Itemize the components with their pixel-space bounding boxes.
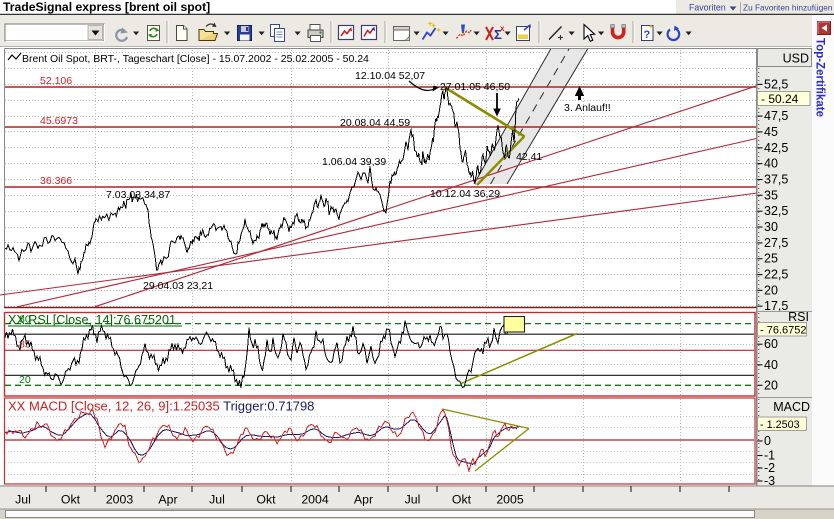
svg-text:-2: -2 xyxy=(764,461,775,475)
svg-text:52.106: 52.106 xyxy=(40,75,72,87)
svg-text:17,5: 17,5 xyxy=(764,299,788,313)
svg-text:30: 30 xyxy=(764,220,778,234)
svg-text:XX MACD [Close, 12, 26, 9]:1.2: XX MACD [Close, 12, 26, 9]:1.25035 Trigg… xyxy=(8,399,314,414)
svg-text:Zu Favoriten hinzufügen: Zu Favoriten hinzufügen xyxy=(743,3,833,13)
svg-text:Okt: Okt xyxy=(256,493,276,507)
svg-text:27.01.05 46,50: 27.01.05 46,50 xyxy=(440,81,510,93)
svg-text:- 50.24: - 50.24 xyxy=(761,92,799,106)
svg-text:12.10.04 52,07: 12.10.04 52,07 xyxy=(355,70,425,82)
svg-text:36.366: 36.366 xyxy=(40,175,72,187)
svg-text:MACD: MACD xyxy=(773,400,810,414)
svg-text:37,5: 37,5 xyxy=(764,173,788,187)
svg-text:40: 40 xyxy=(764,157,778,171)
svg-text:3. Anlauf!!: 3. Anlauf!! xyxy=(564,102,611,114)
svg-text:45.6973: 45.6973 xyxy=(40,115,78,127)
svg-text:60: 60 xyxy=(764,337,778,351)
svg-text:XX RSI [Close, 14]:76.675201: XX RSI [Close, 14]:76.675201 xyxy=(8,313,176,327)
svg-text:Brent Oil Spot, BRT-, Tagescha: Brent Oil Spot, BRT-, Tageschart [Close]… xyxy=(22,53,369,65)
svg-text:Jul: Jul xyxy=(405,493,421,507)
svg-text:Jul: Jul xyxy=(209,493,225,507)
svg-text:40: 40 xyxy=(764,358,778,372)
svg-text:45: 45 xyxy=(764,125,778,139)
svg-text:32,5: 32,5 xyxy=(764,204,788,218)
svg-text:20: 20 xyxy=(764,283,778,297)
svg-text:20.08.04 44,59: 20.08.04 44,59 xyxy=(340,117,410,129)
svg-text:7.03.03 34,87: 7.03.03 34,87 xyxy=(106,189,170,201)
svg-text:Favoriten: Favoriten xyxy=(689,3,726,13)
svg-text:Apr: Apr xyxy=(158,493,177,507)
svg-text:20: 20 xyxy=(764,378,778,392)
svg-text:27,5: 27,5 xyxy=(764,236,788,250)
svg-text:29.04.03 23,21: 29.04.03 23,21 xyxy=(143,280,213,292)
svg-text:TradeSignal express [brent oil: TradeSignal express [brent oil spot] xyxy=(3,0,210,14)
svg-text:80: 80 xyxy=(19,314,31,326)
svg-text:USD: USD xyxy=(783,52,809,66)
svg-text:2004: 2004 xyxy=(301,493,329,507)
svg-text:- 1.2503: - 1.2503 xyxy=(760,419,800,431)
svg-text:- 76.6752: - 76.6752 xyxy=(760,324,806,336)
svg-text:2005: 2005 xyxy=(496,493,524,507)
svg-text:52,5: 52,5 xyxy=(764,77,788,91)
svg-text:22,5: 22,5 xyxy=(764,268,788,282)
svg-text:RSI: RSI xyxy=(788,310,809,324)
svg-text:Okt: Okt xyxy=(452,493,472,507)
svg-text:42,41: 42,41 xyxy=(516,151,542,163)
svg-text:1.06.04 39,39: 1.06.04 39,39 xyxy=(322,156,386,168)
svg-text:?: ? xyxy=(644,29,651,41)
svg-text:Top-Zertifikate: Top-Zertifikate xyxy=(814,38,826,117)
svg-text:Apr: Apr xyxy=(354,493,373,507)
svg-text:47,5: 47,5 xyxy=(764,109,788,123)
svg-text:10.12.04 36,29: 10.12.04 36,29 xyxy=(430,188,500,200)
svg-text:85: 85 xyxy=(19,339,31,351)
svg-text:42,5: 42,5 xyxy=(764,141,788,155)
svg-text:Okt: Okt xyxy=(61,493,81,507)
svg-text:Jul: Jul xyxy=(15,493,31,507)
svg-text:35: 35 xyxy=(764,188,778,202)
svg-text:0: 0 xyxy=(764,434,771,448)
svg-text:2003: 2003 xyxy=(106,493,134,507)
svg-text:x: x xyxy=(500,24,505,33)
svg-text:-3: -3 xyxy=(764,474,775,488)
svg-text:-1: -1 xyxy=(764,449,775,463)
svg-text:Σ: Σ xyxy=(494,27,502,42)
svg-text:20: 20 xyxy=(19,374,31,386)
svg-text:25: 25 xyxy=(764,252,778,266)
